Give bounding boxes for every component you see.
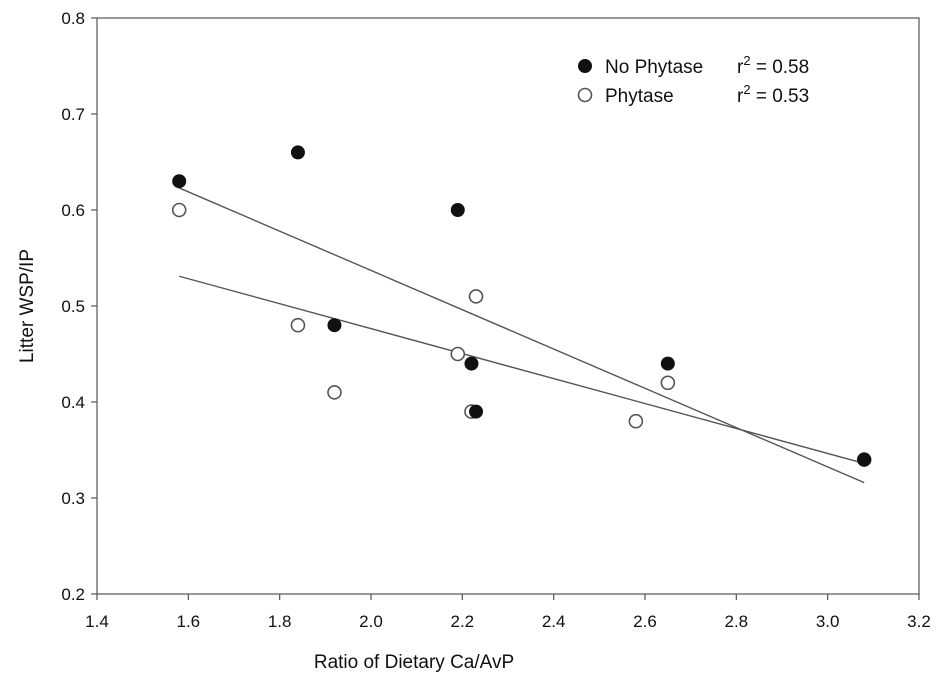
legend: No Phytase r2 = 0.58 Phytase r2 = 0.53 — [577, 53, 809, 107]
point-phytase — [450, 346, 466, 362]
point-no-phytase — [857, 452, 872, 467]
legend-marker-no-phytase — [578, 59, 592, 73]
x-tick-label: 2.4 — [542, 612, 566, 631]
legend-label: Phytase — [605, 86, 674, 107]
point-no-phytase — [450, 203, 465, 217]
point-phytase — [468, 289, 484, 304]
point-phytase — [660, 375, 676, 391]
y-tick-label: 0.3 — [61, 489, 85, 508]
x-tick-label: 2.6 — [633, 612, 657, 631]
fit-line-phytase — [179, 275, 865, 465]
x-tick-label: 2.0 — [359, 612, 383, 631]
legend-r2: r2 = 0.58 — [737, 53, 809, 78]
fit-lines — [178, 187, 865, 484]
legend-r2: r2 = 0.53 — [737, 82, 809, 107]
x-tick-label: 1.8 — [268, 612, 292, 631]
y-tick-label: 0.7 — [61, 105, 85, 124]
point-no-phytase — [172, 174, 187, 189]
data-points — [171, 145, 872, 467]
x-tick-label: 3.0 — [816, 612, 840, 631]
legend-marker-phytase — [577, 87, 593, 103]
point-phytase — [290, 317, 306, 333]
point-phytase — [628, 413, 644, 429]
y-tick-label: 0.8 — [61, 9, 85, 28]
y-tick-label: 0.4 — [61, 393, 85, 412]
x-tick-label: 1.4 — [85, 612, 109, 631]
point-phytase — [327, 385, 342, 400]
point-no-phytase — [469, 404, 484, 419]
point-phytase — [171, 202, 187, 218]
fit-line-no-phytase — [178, 187, 865, 484]
x-tick-label: 2.8 — [725, 612, 749, 631]
y-tick-label: 0.5 — [61, 297, 85, 316]
y-axis-title: Litter WSP/IP — [17, 249, 38, 363]
y-tick-label: 0.6 — [61, 201, 85, 220]
x-axis: 1.4 1.6 1.8 2.0 2.2 2.4 2.6 2.8 3.0 3.2 — [85, 594, 931, 631]
point-no-phytase — [660, 356, 675, 371]
point-no-phytase — [327, 318, 342, 333]
y-axis: 0.2 0.3 0.4 0.5 0.6 0.7 0.8 — [61, 9, 97, 604]
point-no-phytase — [464, 356, 479, 371]
x-axis-title: Ratio of Dietary Ca/AvP — [314, 652, 514, 673]
x-tick-label: 3.2 — [907, 612, 931, 631]
point-no-phytase — [290, 145, 305, 160]
x-tick-label: 2.2 — [451, 612, 475, 631]
legend-label: No Phytase — [605, 57, 703, 78]
x-tick-label: 1.6 — [177, 612, 201, 631]
y-tick-label: 0.2 — [61, 585, 85, 604]
